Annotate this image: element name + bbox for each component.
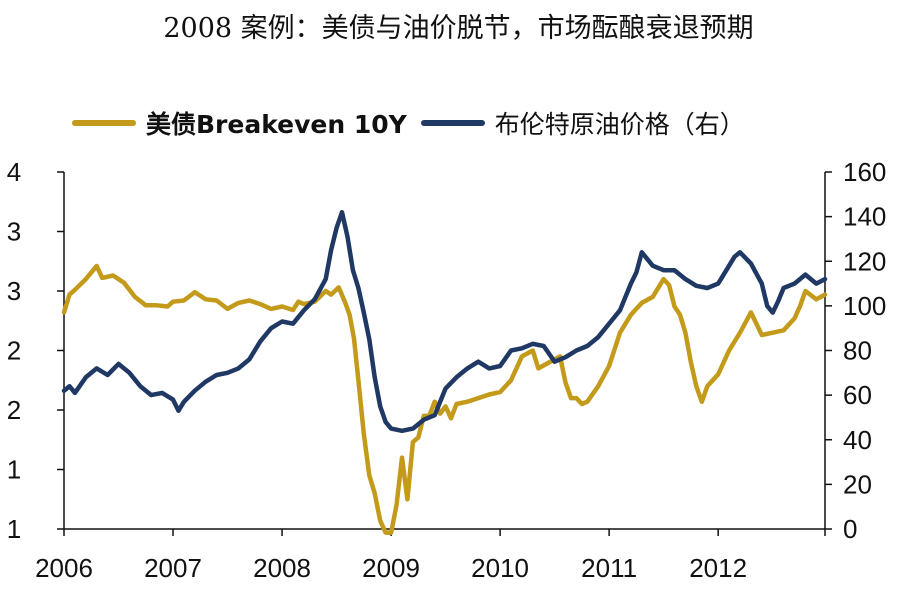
x-tick-label: 2011 [581, 553, 637, 583]
x-tick-label: 2008 [253, 553, 311, 583]
y-right-tick-label: 80 [843, 336, 872, 366]
series-line-breakeven [61, 263, 828, 535]
legend-swatch-breakeven [72, 120, 136, 126]
y-left-tick-label: 1 [7, 514, 21, 544]
series-line-brent [61, 209, 828, 434]
y-right-tick-label: 40 [843, 425, 872, 455]
x-tick-label: 2009 [362, 553, 420, 583]
y-left-tick-label: 2 [7, 336, 21, 366]
legend-item-breakeven: 美债Breakeven 10Y [72, 105, 407, 141]
y-left-tick-label: 3 [7, 276, 21, 306]
x-tick-label: 2006 [35, 553, 93, 583]
legend-label-brent: 布伦特原油价格（右） [494, 110, 745, 139]
legend-label-breakeven: 美债Breakeven 10Y [146, 110, 407, 139]
x-tick-label: 2012 [689, 553, 747, 583]
x-tick-label: 2007 [144, 553, 202, 583]
legend: 美债Breakeven 10Y 布伦特原油价格（右） [72, 103, 759, 143]
y-right-tick-label: 0 [843, 514, 857, 544]
y-right-tick-label: 140 [843, 202, 886, 232]
y-right-tick-label: 60 [843, 380, 872, 410]
y-left-tick-label: 1 [7, 455, 21, 485]
chart-title: 2008 案例：美债与油价脱节，市场酝酿衰退预期 [163, 13, 754, 44]
y-left-tick-label: 2 [7, 395, 21, 425]
y-left-tick-label: 4 [7, 157, 21, 187]
y-right-tick-label: 100 [843, 291, 886, 321]
y-right-tick-label: 120 [843, 246, 886, 276]
legend-item-brent: 布伦特原油价格（右） [420, 105, 745, 141]
legend-swatch-brent [420, 120, 485, 126]
y-right-tick-label: 160 [843, 157, 886, 187]
y-left-tick-label: 3 [7, 217, 21, 247]
x-tick-label: 2010 [471, 553, 529, 583]
y-right-tick-label: 20 [843, 469, 872, 499]
